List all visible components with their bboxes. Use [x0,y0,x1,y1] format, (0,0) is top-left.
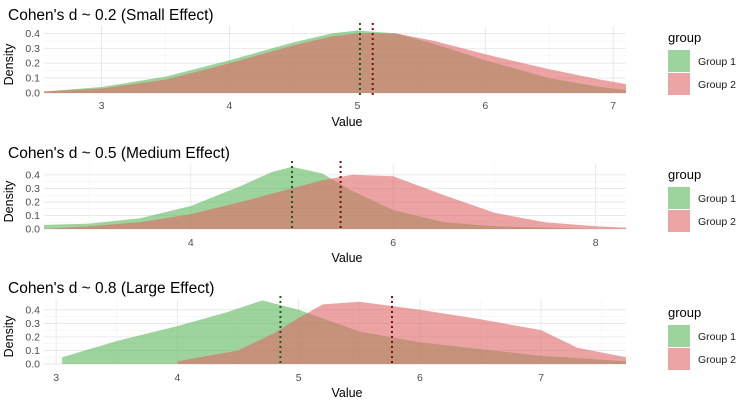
chart-2-x-tick-label: 4 [188,237,194,249]
chart-2-x-tick-label: 8 [593,237,599,249]
chart-2-y-axis-title: Density [2,180,16,222]
chart-2-x-axis-title: Value [331,251,362,265]
chart-1-y-tick-label: 0.1 [25,73,40,85]
chart-1-x-tick-label: 4 [227,100,233,112]
chart-3-title: Cohen's d ~ 0.8 (Large Effect) [8,280,214,297]
chart-1-legend-label-1: Group 1 [698,56,736,68]
chart-1-legend-title: group [668,30,701,45]
chart-2-legend-label-1: Group 1 [698,193,736,205]
chart-2-y-tick-label: 0.3 [25,183,40,195]
chart-1-y-tick-label: 0.0 [25,88,40,100]
chart-3-y-axis-title: Density [2,315,16,357]
chart-1-x-axis-title: Value [331,115,362,129]
chart-1-density-group-2 [44,33,626,93]
chart-1-x-tick-label: 7 [610,100,616,112]
chart-2-density-group-2 [44,174,626,229]
chart-2-legend-key-2 [668,210,690,232]
chart-1-y-axis-title: Density [2,43,16,85]
chart-3-legend-key-1 [668,325,690,347]
chart-2-legend-key-1 [668,187,690,209]
chart-3-density-group-2 [177,301,626,364]
chart-3-legend-label-2: Group 2 [698,354,736,366]
chart-3-y-tick-label: 0.2 [25,331,40,343]
chart-3-x-tick-label: 3 [53,372,59,384]
chart-3-y-tick-label: 0.4 [25,304,40,316]
chart-2-y-tick-label: 0.1 [25,210,40,222]
chart-1-y-tick-label: 0.4 [25,28,40,40]
chart-3-x-axis-title: Value [331,386,362,400]
chart-2-legend-label-2: Group 2 [698,216,736,228]
chart-1-x-tick-label: 3 [99,100,105,112]
chart-3-y-tick-label: 0.0 [25,359,40,371]
chart-2-title: Cohen's d ~ 0.5 (Medium Effect) [8,145,230,162]
chart-3-legend-title: group [668,305,701,320]
chart-3-legend-label-1: Group 1 [698,331,736,343]
chart-1-x-tick-label: 5 [354,100,360,112]
chart-3-y-tick-label: 0.1 [25,345,40,357]
chart-3-x-tick-label: 5 [296,372,302,384]
chart-1-legend-label-2: Group 2 [698,79,736,91]
chart-2-legend-title: group [668,167,701,182]
chart-2-y-tick-label: 0.0 [25,224,40,236]
chart-1-legend-key-1 [668,50,690,72]
chart-1-x-tick-label: 6 [482,100,488,112]
chart-2-x-tick-label: 6 [390,237,396,249]
chart-3-x-tick-label: 4 [174,372,180,384]
chart-1-legend-key-2 [668,73,690,95]
chart-2-y-tick-label: 0.2 [25,196,40,208]
chart-3-x-tick-label: 6 [417,372,423,384]
chart-1-y-tick-label: 0.2 [25,58,40,70]
chart-2-y-tick-label: 0.4 [25,169,40,181]
chart-3-y-tick-label: 0.3 [25,318,40,330]
chart-1-title: Cohen's d ~ 0.2 (Small Effect) [8,7,214,24]
chart-3-x-tick-label: 7 [538,372,544,384]
chart-1-y-tick-label: 0.3 [25,43,40,55]
chart-3-legend-key-2 [668,348,690,370]
